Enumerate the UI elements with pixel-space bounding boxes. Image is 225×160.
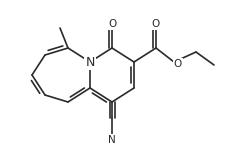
Text: O: O: [108, 19, 116, 29]
Text: N: N: [108, 135, 116, 145]
Text: O: O: [174, 59, 182, 69]
Text: O: O: [152, 19, 160, 29]
Text: N: N: [85, 56, 95, 68]
